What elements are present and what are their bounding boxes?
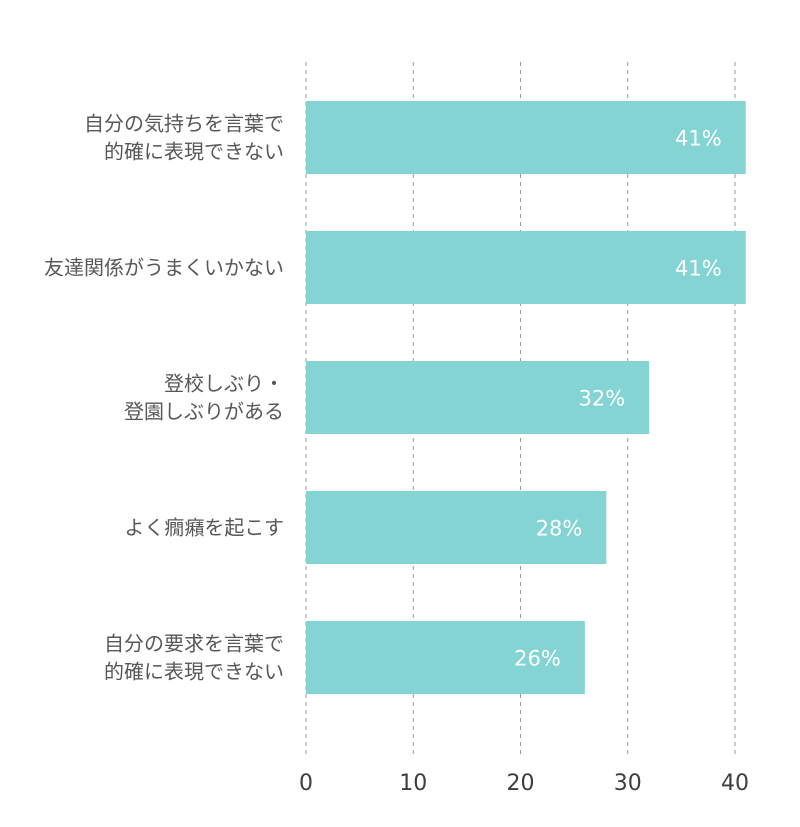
label-layer: 自分の気持ちを言葉で的確に表現できない友達関係がうまくいかない登校しぶり・登園し… (44, 112, 284, 684)
bar-layer: 41% 41% 32% 28% 26% (306, 101, 746, 694)
bar (306, 231, 746, 304)
category-label: 友達関係がうまくいかない (44, 256, 284, 280)
category-label: よく癇癪を起こす (124, 516, 284, 540)
data-label: 41% (675, 127, 722, 151)
category-label: 登園しぶりがある (124, 400, 284, 424)
x-tick-label: 20 (507, 771, 535, 796)
bar (306, 361, 650, 434)
data-label: 28% (536, 517, 583, 541)
bar (306, 491, 607, 564)
x-axis-ticks: 0 10 20 30 40 (299, 771, 749, 796)
bar (306, 621, 585, 694)
category-label: 自分の要求を言葉で (104, 632, 284, 656)
x-tick-label: 0 (299, 771, 313, 796)
data-label: 41% (675, 257, 722, 281)
x-tick-label: 10 (399, 771, 427, 796)
bar (306, 101, 746, 174)
data-label: 32% (579, 387, 626, 411)
x-tick-label: 30 (614, 771, 642, 796)
x-tick-label: 40 (721, 771, 749, 796)
category-label: 的確に表現できない (104, 140, 284, 164)
category-label: 自分の気持ちを言葉で (84, 112, 284, 136)
data-label: 26% (514, 647, 561, 671)
category-label: 登校しぶり・ (164, 372, 284, 396)
category-label: 的確に表現できない (104, 660, 284, 684)
